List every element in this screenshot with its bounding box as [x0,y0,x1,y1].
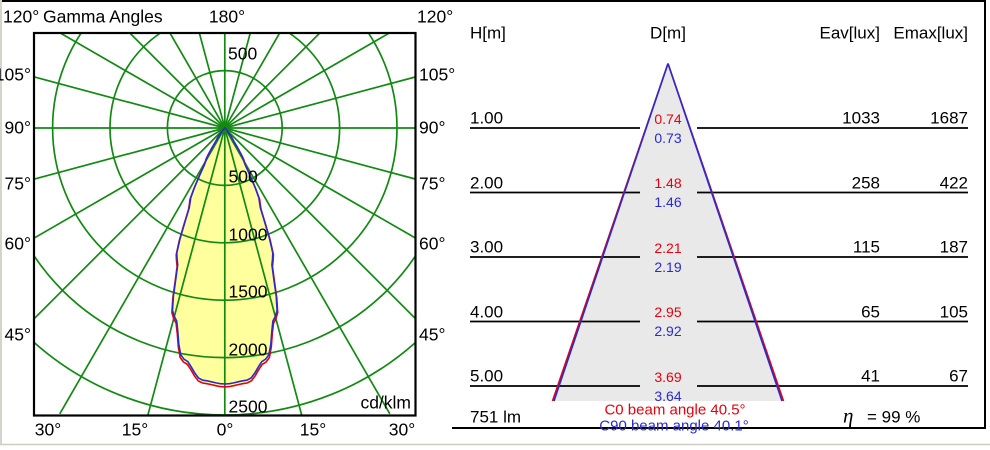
beam-angle-c90: C90 beam angle 40.1° [599,417,749,435]
cell-eav: 258 [851,173,880,192]
angle-label-left: 75° [4,173,31,194]
cell-diameter-c0: 2.95 [654,304,682,320]
luminous-flux: 751 lm [470,407,522,427]
ring-label: 500 [228,166,258,187]
cell-diameter-c90: 2.92 [654,323,682,339]
angle-label-left: 105° [0,64,31,85]
column-header-eav: Eav[lux] [819,23,880,43]
cell-eav: 41 [861,366,880,386]
table-row-lines [470,127,968,387]
ring-label: 1500 [228,281,268,302]
angle-label-right: 90° [419,117,446,138]
angle-label-right: 75° [419,173,446,194]
efficiency-value: = 99 % [867,407,921,427]
angle-label-bottom: 15° [299,419,327,440]
cell-height: 5.00 [470,366,504,386]
polar-chart-border [32,31,417,417]
angle-label-bottom: 15° [121,419,149,440]
angle-label-top-center: 180° [208,6,246,27]
cell-emax: 1687 [930,108,968,128]
cell-diameter-c90: 3.64 [654,387,682,404]
polar-grid [35,34,415,415]
angle-label-bottom: 30° [34,419,62,440]
angle-label-right: 45° [419,324,446,345]
angle-label-top-right: 120° [417,6,454,27]
cell-diameter-c0: 3.69 [654,368,682,385]
cell-emax: 422 [939,173,968,192]
ring-label: 2500 [228,395,268,416]
cell-emax: 187 [939,237,968,257]
cell-emax: 67 [949,366,968,386]
cell-diameter-c90: 2.19 [654,258,682,275]
cell-emax: 105 [939,302,968,321]
ring-label: 500 [228,43,258,64]
cell-height: 3.00 [470,237,504,257]
angle-label-left: 45° [4,324,31,345]
beam-angle-c0: C0 beam angle 40.5° [604,401,746,419]
light-cone-edges [551,63,785,402]
angle-label-top-left: 120° [3,6,40,27]
ring-label: 2000 [228,338,268,359]
angle-label-right: 105° [419,64,456,85]
efficiency-symbol: η [843,403,854,428]
light-cone-fill [552,63,784,401]
cell-height: 2.00 [470,173,504,192]
column-header-emax: Emax[lux] [893,23,968,43]
ring-label: 1000 [228,223,268,244]
angle-label-right: 60° [419,233,446,254]
angle-label-left: 90° [4,117,31,138]
cell-eav: 1033 [842,108,880,128]
angle-label-bottom: 0° [216,419,234,440]
cell-diameter-c0: 2.21 [654,239,682,256]
cell-diameter-c0: 0.74 [654,110,682,127]
column-header-d: D[m] [650,23,686,43]
angle-label-left: 60° [4,233,31,254]
unit-label: cd/klm [360,392,411,413]
column-header-h: H[m] [470,23,506,43]
angle-label-bottom: 30° [388,419,416,440]
beam-curve-c90 [171,126,278,385]
cell-diameter-c90: 0.73 [654,129,682,146]
cell-height: 4.00 [470,302,504,321]
cell-diameter-c0: 1.48 [654,175,682,191]
cell-eav: 65 [861,302,880,321]
chart-title: Gamma Angles [43,6,163,27]
cell-diameter-c90: 1.46 [654,194,682,210]
cell-height: 1.00 [470,108,504,128]
cell-eav: 115 [852,237,880,257]
